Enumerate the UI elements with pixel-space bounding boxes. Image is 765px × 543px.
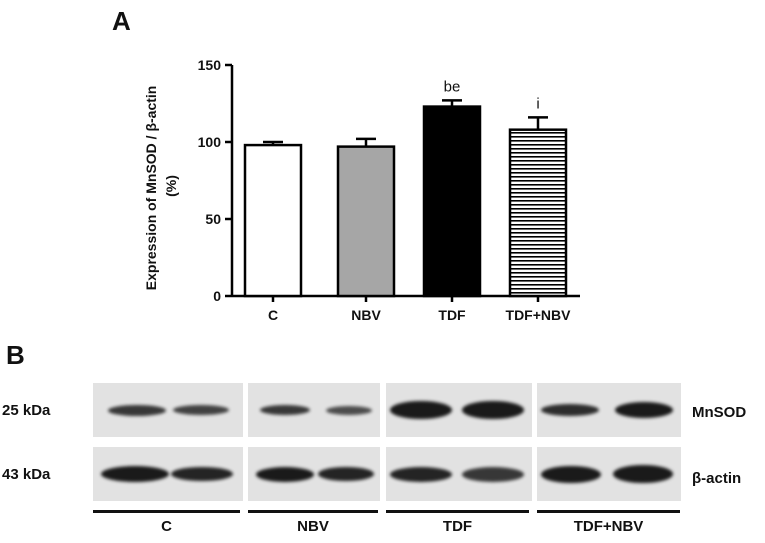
blot-band (318, 467, 374, 481)
blot-band (541, 404, 599, 416)
panel-a-label: A (112, 6, 131, 36)
y-axis-label: Expression of MnSOD / β-actin (%) (143, 82, 179, 290)
blot-band (613, 465, 673, 483)
blot-band (541, 465, 601, 483)
y-tick-label-50: 50 (205, 211, 221, 227)
annotation-2: be (444, 78, 461, 95)
actin-kda-label: 43 kDa (2, 466, 51, 483)
blot-band (615, 402, 673, 418)
y-tick-label-0: 0 (213, 288, 221, 304)
blot-group-c: C (161, 518, 172, 535)
y-tick-label-150: 150 (198, 57, 222, 73)
blot-band (462, 466, 524, 482)
group-line-nbv (248, 510, 378, 513)
bar-nbv (336, 145, 396, 298)
mnsod-kda-label: 25 kDa (2, 402, 51, 419)
blot-band (173, 405, 229, 415)
blot-band (462, 401, 524, 419)
blot-band (260, 405, 310, 415)
x-tick-label-0: C (268, 307, 278, 323)
x-tick-label-2: TDF (438, 307, 466, 323)
bar-tdf-nbv (508, 128, 568, 298)
actin-protein-label: β-actin (692, 470, 742, 487)
blot-band (101, 466, 169, 482)
blot-band (390, 466, 452, 482)
blot-group-tdf-nbv: TDF+NBV (573, 518, 644, 535)
y-axis-label-line2: (%) (163, 175, 179, 197)
blot-band (108, 404, 166, 416)
annotation-3: i (536, 95, 539, 112)
blot-band (171, 467, 233, 481)
y-axis-label-line1: Expression of MnSOD / β-actin (143, 86, 159, 291)
blot-band (390, 401, 452, 419)
blot-group-tdf: TDF (442, 518, 473, 535)
bar-c (243, 143, 303, 298)
group-line-tdf (386, 510, 529, 513)
y-tick-label-100: 100 (198, 134, 222, 150)
x-tick-label-3: TDF+NBV (506, 307, 572, 323)
bar-tdf (422, 105, 482, 298)
panel-b-label: B (6, 340, 25, 370)
group-line-tdf-nbv (537, 510, 680, 513)
x-tick-label-1: NBV (351, 307, 381, 323)
blot-group-nbv: NBV (297, 518, 329, 535)
mnsod-protein-label: MnSOD (692, 404, 747, 421)
bar-chart: Expression of MnSOD / β-actin (%) C NBV TD… (143, 57, 580, 323)
group-line-c (93, 510, 240, 513)
blot-band (326, 405, 372, 415)
blot-band (256, 466, 314, 482)
